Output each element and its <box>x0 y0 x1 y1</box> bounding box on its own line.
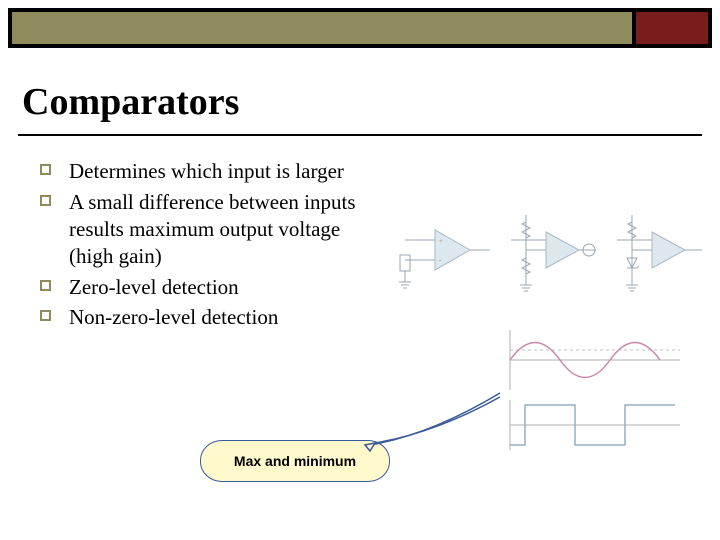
list-item: Non-zero-level detection <box>40 304 370 331</box>
svg-text:+: + <box>439 237 443 245</box>
waveform-diagram <box>490 320 690 460</box>
bullet-text: Zero-level detection <box>69 274 239 301</box>
circuit-diagram-a: + - <box>395 210 495 300</box>
circuit-diagram-b <box>501 210 601 300</box>
bullet-text: A small difference between inputs result… <box>69 189 370 270</box>
opamp-battery-ref-icon: + - <box>395 210 495 300</box>
page-title: Comparators <box>22 80 239 124</box>
callout-pointer-icon <box>360 385 510 455</box>
bullet-square-icon <box>40 280 51 291</box>
title-underline <box>18 134 702 136</box>
waveform-icon <box>490 320 690 460</box>
circuit-diagram-c <box>607 210 707 300</box>
header-bar-accent <box>636 12 708 44</box>
circuit-diagrams-row: + - <box>395 210 705 300</box>
list-item: A small difference between inputs result… <box>40 189 370 270</box>
callout: Max and minimum <box>200 440 390 482</box>
opamp-zener-ref-icon <box>607 210 707 300</box>
bullet-text: Determines which input is larger <box>69 158 344 185</box>
bullet-square-icon <box>40 310 51 321</box>
list-item: Determines which input is larger <box>40 158 370 185</box>
bullet-square-icon <box>40 164 51 175</box>
bullet-text: Non-zero-level detection <box>69 304 278 331</box>
list-item: Zero-level detection <box>40 274 370 301</box>
bullet-list: Determines which input is larger A small… <box>40 158 370 335</box>
opamp-divider-ref-icon <box>501 210 601 300</box>
header-bar <box>8 8 712 48</box>
callout-text: Max and minimum <box>234 453 356 469</box>
header-bar-inner <box>12 12 632 44</box>
bullet-square-icon <box>40 195 51 206</box>
